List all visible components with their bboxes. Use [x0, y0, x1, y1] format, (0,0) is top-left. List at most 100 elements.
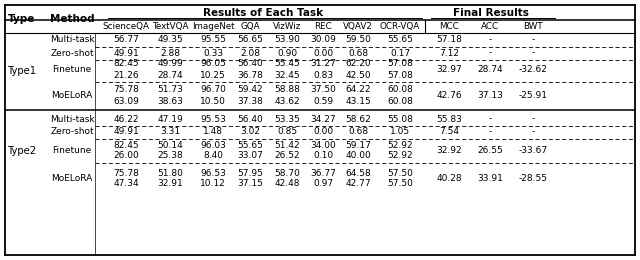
Text: 0.17: 0.17 — [390, 49, 410, 57]
Text: 49.35: 49.35 — [157, 36, 183, 44]
Text: Results of Each Task: Results of Each Task — [203, 8, 323, 17]
Text: 40.00: 40.00 — [345, 152, 371, 160]
Text: 60.08: 60.08 — [387, 96, 413, 106]
Text: 3.31: 3.31 — [160, 127, 180, 136]
Text: -: - — [488, 127, 492, 136]
Text: 95.53: 95.53 — [200, 114, 226, 124]
Text: 52.92: 52.92 — [387, 152, 413, 160]
Text: 53.35: 53.35 — [274, 114, 300, 124]
Text: MoELoRA: MoELoRA — [51, 91, 93, 100]
Text: 49.99: 49.99 — [157, 60, 183, 68]
Text: Zero-shot: Zero-shot — [50, 49, 94, 57]
Text: VQAV2: VQAV2 — [343, 22, 373, 31]
Text: 31.27: 31.27 — [310, 60, 336, 68]
Text: 57.50: 57.50 — [387, 168, 413, 178]
Text: 96.05: 96.05 — [200, 60, 226, 68]
Text: 0.10: 0.10 — [313, 152, 333, 160]
Text: 57.50: 57.50 — [387, 179, 413, 188]
Text: ImageNet: ImageNet — [192, 22, 234, 31]
Text: 75.78: 75.78 — [113, 86, 139, 94]
Text: -33.67: -33.67 — [518, 146, 548, 155]
Text: 59.17: 59.17 — [345, 140, 371, 150]
Text: Type: Type — [8, 14, 36, 24]
Text: 37.15: 37.15 — [237, 179, 263, 188]
Text: 82.45: 82.45 — [113, 140, 139, 150]
Text: 0.59: 0.59 — [313, 96, 333, 106]
Text: 58.88: 58.88 — [274, 86, 300, 94]
Text: 3.02: 3.02 — [240, 127, 260, 136]
Text: 36.77: 36.77 — [310, 168, 336, 178]
Text: 1.05: 1.05 — [390, 127, 410, 136]
Text: 7.54: 7.54 — [439, 127, 459, 136]
Text: 63.09: 63.09 — [113, 96, 139, 106]
Text: Zero-shot: Zero-shot — [50, 127, 94, 136]
Text: 0.90: 0.90 — [277, 49, 297, 57]
Text: MoELoRA: MoELoRA — [51, 174, 93, 183]
Text: 49.91: 49.91 — [113, 127, 139, 136]
Text: 96.53: 96.53 — [200, 168, 226, 178]
Text: Finetune: Finetune — [52, 146, 92, 155]
Text: 42.50: 42.50 — [345, 70, 371, 80]
Text: -: - — [488, 36, 492, 44]
Text: 0.00: 0.00 — [313, 49, 333, 57]
Text: 8.40: 8.40 — [203, 152, 223, 160]
Text: 42.77: 42.77 — [345, 179, 371, 188]
Text: 0.00: 0.00 — [313, 127, 333, 136]
Text: -: - — [531, 36, 534, 44]
Text: 59.42: 59.42 — [237, 86, 263, 94]
Text: 56.40: 56.40 — [237, 60, 263, 68]
Text: 56.65: 56.65 — [237, 36, 263, 44]
Text: ScienceQA: ScienceQA — [102, 22, 150, 31]
Text: 10.50: 10.50 — [200, 96, 226, 106]
Text: -: - — [488, 114, 492, 124]
Text: -: - — [531, 49, 534, 57]
Text: 53.90: 53.90 — [274, 36, 300, 44]
Text: 28.74: 28.74 — [157, 70, 183, 80]
Text: 0.33: 0.33 — [203, 49, 223, 57]
Text: 32.97: 32.97 — [436, 65, 462, 74]
Text: 38.63: 38.63 — [157, 96, 183, 106]
Text: 21.26: 21.26 — [113, 70, 139, 80]
Text: 55.65: 55.65 — [237, 140, 263, 150]
Text: TextVQA: TextVQA — [152, 22, 188, 31]
Text: 33.07: 33.07 — [237, 152, 263, 160]
Text: 34.00: 34.00 — [310, 140, 336, 150]
Text: 34.27: 34.27 — [310, 114, 336, 124]
Text: -: - — [488, 49, 492, 57]
Text: 32.45: 32.45 — [274, 70, 300, 80]
Text: 32.91: 32.91 — [157, 179, 183, 188]
Text: 64.58: 64.58 — [345, 168, 371, 178]
Text: 55.08: 55.08 — [387, 114, 413, 124]
Text: 96.70: 96.70 — [200, 86, 226, 94]
Text: 52.92: 52.92 — [387, 140, 413, 150]
Text: 1.48: 1.48 — [203, 127, 223, 136]
Text: 30.09: 30.09 — [310, 36, 336, 44]
Text: -32.62: -32.62 — [518, 65, 547, 74]
Text: 7.12: 7.12 — [439, 49, 459, 57]
Text: 46.22: 46.22 — [113, 114, 139, 124]
Text: 42.48: 42.48 — [275, 179, 300, 188]
Text: Multi-task: Multi-task — [50, 36, 94, 44]
Text: 43.62: 43.62 — [274, 96, 300, 106]
Text: Multi-task: Multi-task — [50, 114, 94, 124]
Text: 26.55: 26.55 — [477, 146, 503, 155]
Text: 56.40: 56.40 — [237, 114, 263, 124]
Text: 0.68: 0.68 — [348, 49, 368, 57]
Text: MCC: MCC — [439, 22, 459, 31]
Text: BWT: BWT — [523, 22, 543, 31]
Text: 2.08: 2.08 — [240, 49, 260, 57]
Text: 96.03: 96.03 — [200, 140, 226, 150]
Text: 57.95: 57.95 — [237, 168, 263, 178]
Text: VizWiz: VizWiz — [273, 22, 301, 31]
Text: -: - — [531, 114, 534, 124]
Text: 42.76: 42.76 — [436, 91, 462, 100]
Text: 28.74: 28.74 — [477, 65, 503, 74]
Text: 49.91: 49.91 — [113, 49, 139, 57]
Text: 37.38: 37.38 — [237, 96, 263, 106]
Text: 58.70: 58.70 — [274, 168, 300, 178]
Text: 51.42: 51.42 — [274, 140, 300, 150]
Text: 32.92: 32.92 — [436, 146, 462, 155]
Text: Type2: Type2 — [8, 146, 36, 157]
Text: 25.38: 25.38 — [157, 152, 183, 160]
Text: 57.08: 57.08 — [387, 70, 413, 80]
